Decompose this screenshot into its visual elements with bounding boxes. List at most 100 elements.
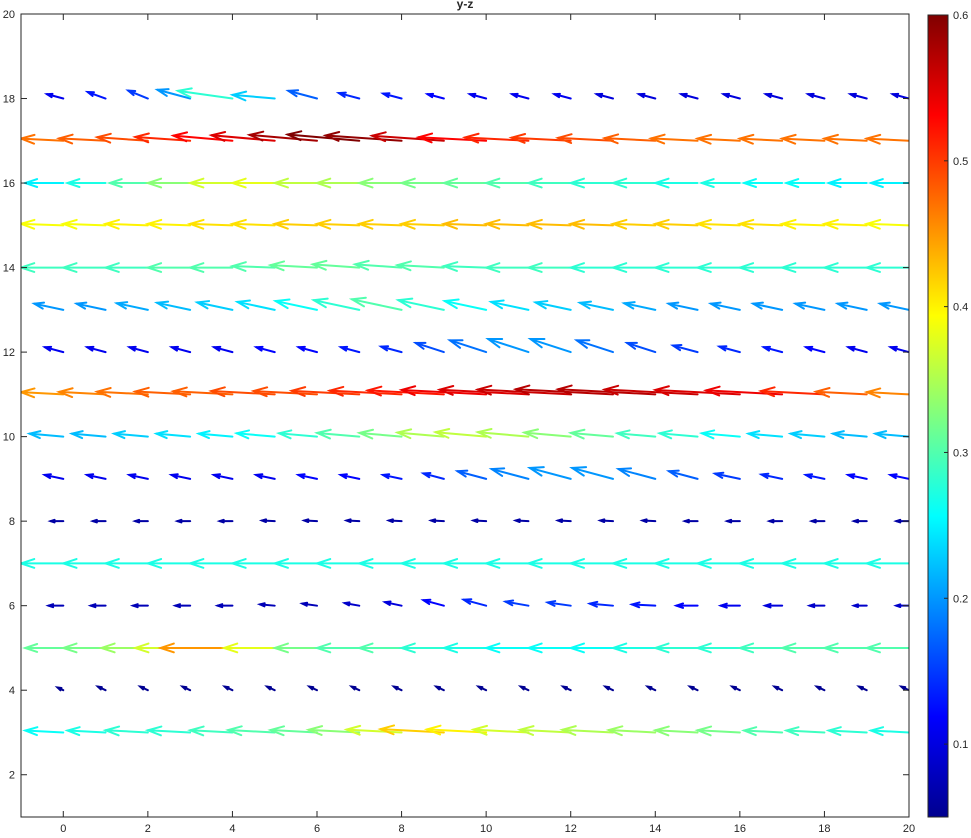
quiver-arrow [22,642,65,653]
quiver-arrow [170,386,234,398]
quiver-arrow [195,430,234,440]
quiver-arrow [309,259,361,271]
quiver-arrow [179,685,192,692]
quiver-arrow [348,685,361,692]
quiver-arrow [313,558,361,569]
quiver-arrow [306,685,318,692]
quiver-arrow [488,467,530,480]
quiver-arrow [385,518,403,524]
quiver-arrow [736,218,784,230]
quiver-arrow [778,642,826,654]
quiver-arrow [834,301,868,311]
quiver-arrow [60,558,107,569]
quiver-arrow [194,300,234,311]
y-tick-label: 20 [3,9,15,21]
quiver-arrow [172,603,192,609]
quiver-arrow [313,218,361,230]
colorbar-tick-label: 0.2 [953,593,968,605]
quiver-arrow [652,385,741,397]
quiver-arrow [380,92,403,100]
quiver-arrow [214,603,234,609]
quiver-arrow [295,473,318,480]
quiver-arrow [229,558,276,569]
quiver-arrow [351,259,403,271]
quiver-arrow [126,473,149,480]
quiver-arrow [560,685,572,692]
quiver-arrow [760,345,784,354]
quiver-arrow [229,90,276,102]
quiver-arrow [808,518,826,524]
quiver-arrow [665,469,699,480]
quiver-arrow [694,725,741,737]
quiver-arrow [187,725,234,737]
quiver-arrow [391,685,403,692]
quiver-arrow [652,725,699,737]
quiver-arrow [551,92,572,100]
x-tick-label: 4 [229,823,235,835]
quiver-arrow [264,685,276,692]
quiver-arrow [825,726,868,737]
quiver-arrow [356,218,403,230]
quiver-arrow [440,218,488,230]
quiver-arrow [271,558,318,569]
quiver-arrow [126,345,149,354]
quiver-arrow [825,178,868,189]
quiver-arrow [829,430,868,440]
quiver-arrow [525,218,572,230]
quiver-arrow [225,725,276,737]
quiver-arrow [628,601,657,609]
quiver-arrow [694,262,741,273]
quiver-arrow [694,218,741,230]
quiver-arrow [144,177,192,189]
quiver-arrow [43,92,65,100]
quiver-arrow [125,89,149,100]
quiver-arrow [474,427,530,439]
quiver-arrow [740,178,784,189]
chart-title: y-z [457,0,474,11]
quiver-arrow [102,262,149,273]
quiver-arrow [313,177,361,189]
quiver-arrow [593,92,614,100]
quiver-arrow [576,300,614,311]
quiver-arrow [440,558,488,569]
quiver-arrow [428,518,445,524]
quiver-arrow [21,262,65,273]
quiver-arrow [337,345,361,354]
quiver-arrow [635,92,657,100]
quiver-arrow [639,518,657,524]
quiver-arrow [64,726,107,737]
quiver-arrow [313,428,361,440]
colorbar-tick-label: 0.1 [953,739,968,751]
quiver-arrow [174,518,192,524]
quiver-arrow [87,603,107,609]
quiver-arrow [850,603,868,609]
quiver-arrow [698,178,741,189]
quiver-arrow [652,262,699,273]
quiver-arrow [288,386,361,397]
quiver-arrow [783,726,826,737]
quiver-arrow [208,386,276,398]
quiver-arrow [694,642,741,654]
quiver-arrow [144,558,192,569]
y-tick-label: 16 [3,178,15,190]
quiver-arrow [802,345,826,354]
quiver-arrow [787,430,826,440]
quiver-arrow [129,603,149,609]
colorbar [927,14,949,818]
quiver-arrow [440,261,488,272]
quiver-arrow [424,92,445,100]
quiver-arrow [567,558,614,569]
quiver-arrow [863,262,909,273]
quiver-arrow [512,518,530,524]
quiver-arrow [867,178,909,189]
quiver-arrow [271,177,318,189]
quiver-arrow [778,218,826,230]
plot-background [21,14,909,817]
quiver-arrow [609,558,657,569]
quiver-arrow [322,131,403,142]
quiver-arrow [525,177,572,189]
quiver-arrow [554,518,572,524]
quiver-arrow [698,429,741,440]
quiver-arrow [569,466,614,480]
quiver-arrow [420,598,445,607]
